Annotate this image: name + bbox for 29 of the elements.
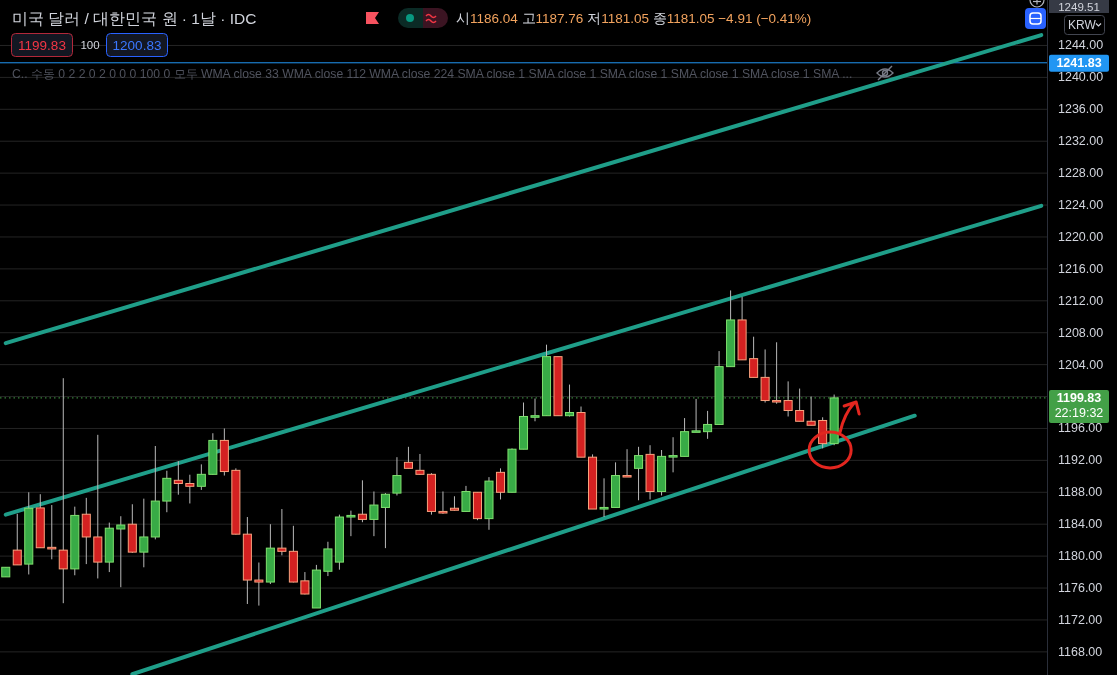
y-tick-label: 1240.00 (1058, 70, 1104, 85)
y-tick-label: 1224.00 (1058, 198, 1104, 213)
annotation: 100 (80, 39, 100, 51)
y-tick-label: 1184.00 (1058, 517, 1103, 532)
y-tick-label: 1244.00 (1058, 38, 1104, 53)
text: 1249.51 (1058, 0, 1100, 13)
text: 시1186.04 고1187.76 저1181.05 종1181.05 −4.91 (−0.41%) (456, 10, 812, 26)
annotation: 1199.83 (18, 37, 66, 53)
y-tick-label: 1188.00 (1058, 485, 1103, 500)
y-tick-label: 1204.00 (1058, 357, 1104, 372)
y-tick-label: 1212.00 (1058, 293, 1104, 308)
y-tick-label: 1192.00 (1058, 453, 1103, 468)
y-tick-label: 1180.00 (1058, 549, 1103, 564)
y-tick-label: 1228.00 (1058, 166, 1104, 181)
ref-line-label: 1241.83 (1056, 56, 1102, 71)
y-tick-label: 1232.00 (1058, 134, 1104, 149)
y-tick-label: 1172.00 (1058, 612, 1103, 627)
text: 미국 달러 / 대한민국 원 · 1날 · IDC (12, 9, 257, 27)
y-tick-label: 1236.00 (1058, 102, 1104, 117)
y-tick-label: 1176.00 (1058, 581, 1103, 596)
annotation: C.. 수동 0 2 2 0 2 0 0 0 100 0 모두 WMA close 33 WMA close 112 WMA close 224 SMA close 1 SMA close 1 SMA close 1 SMA close 1 SMA close 1 SMA ... (12, 67, 853, 81)
y-tick-label: 1196.00 (1058, 421, 1103, 436)
annotation: 1200.83 (112, 37, 162, 53)
y-tick-label: 1220.00 (1058, 229, 1104, 244)
y-tick-label: 1208.00 (1058, 325, 1104, 340)
y-tick-label: 1168.00 (1058, 644, 1103, 659)
text: KRW (1068, 18, 1097, 32)
y-tick-label: 1216.00 (1058, 261, 1104, 276)
ref-line-label: 1199.83 22:19:32 (1054, 391, 1104, 421)
